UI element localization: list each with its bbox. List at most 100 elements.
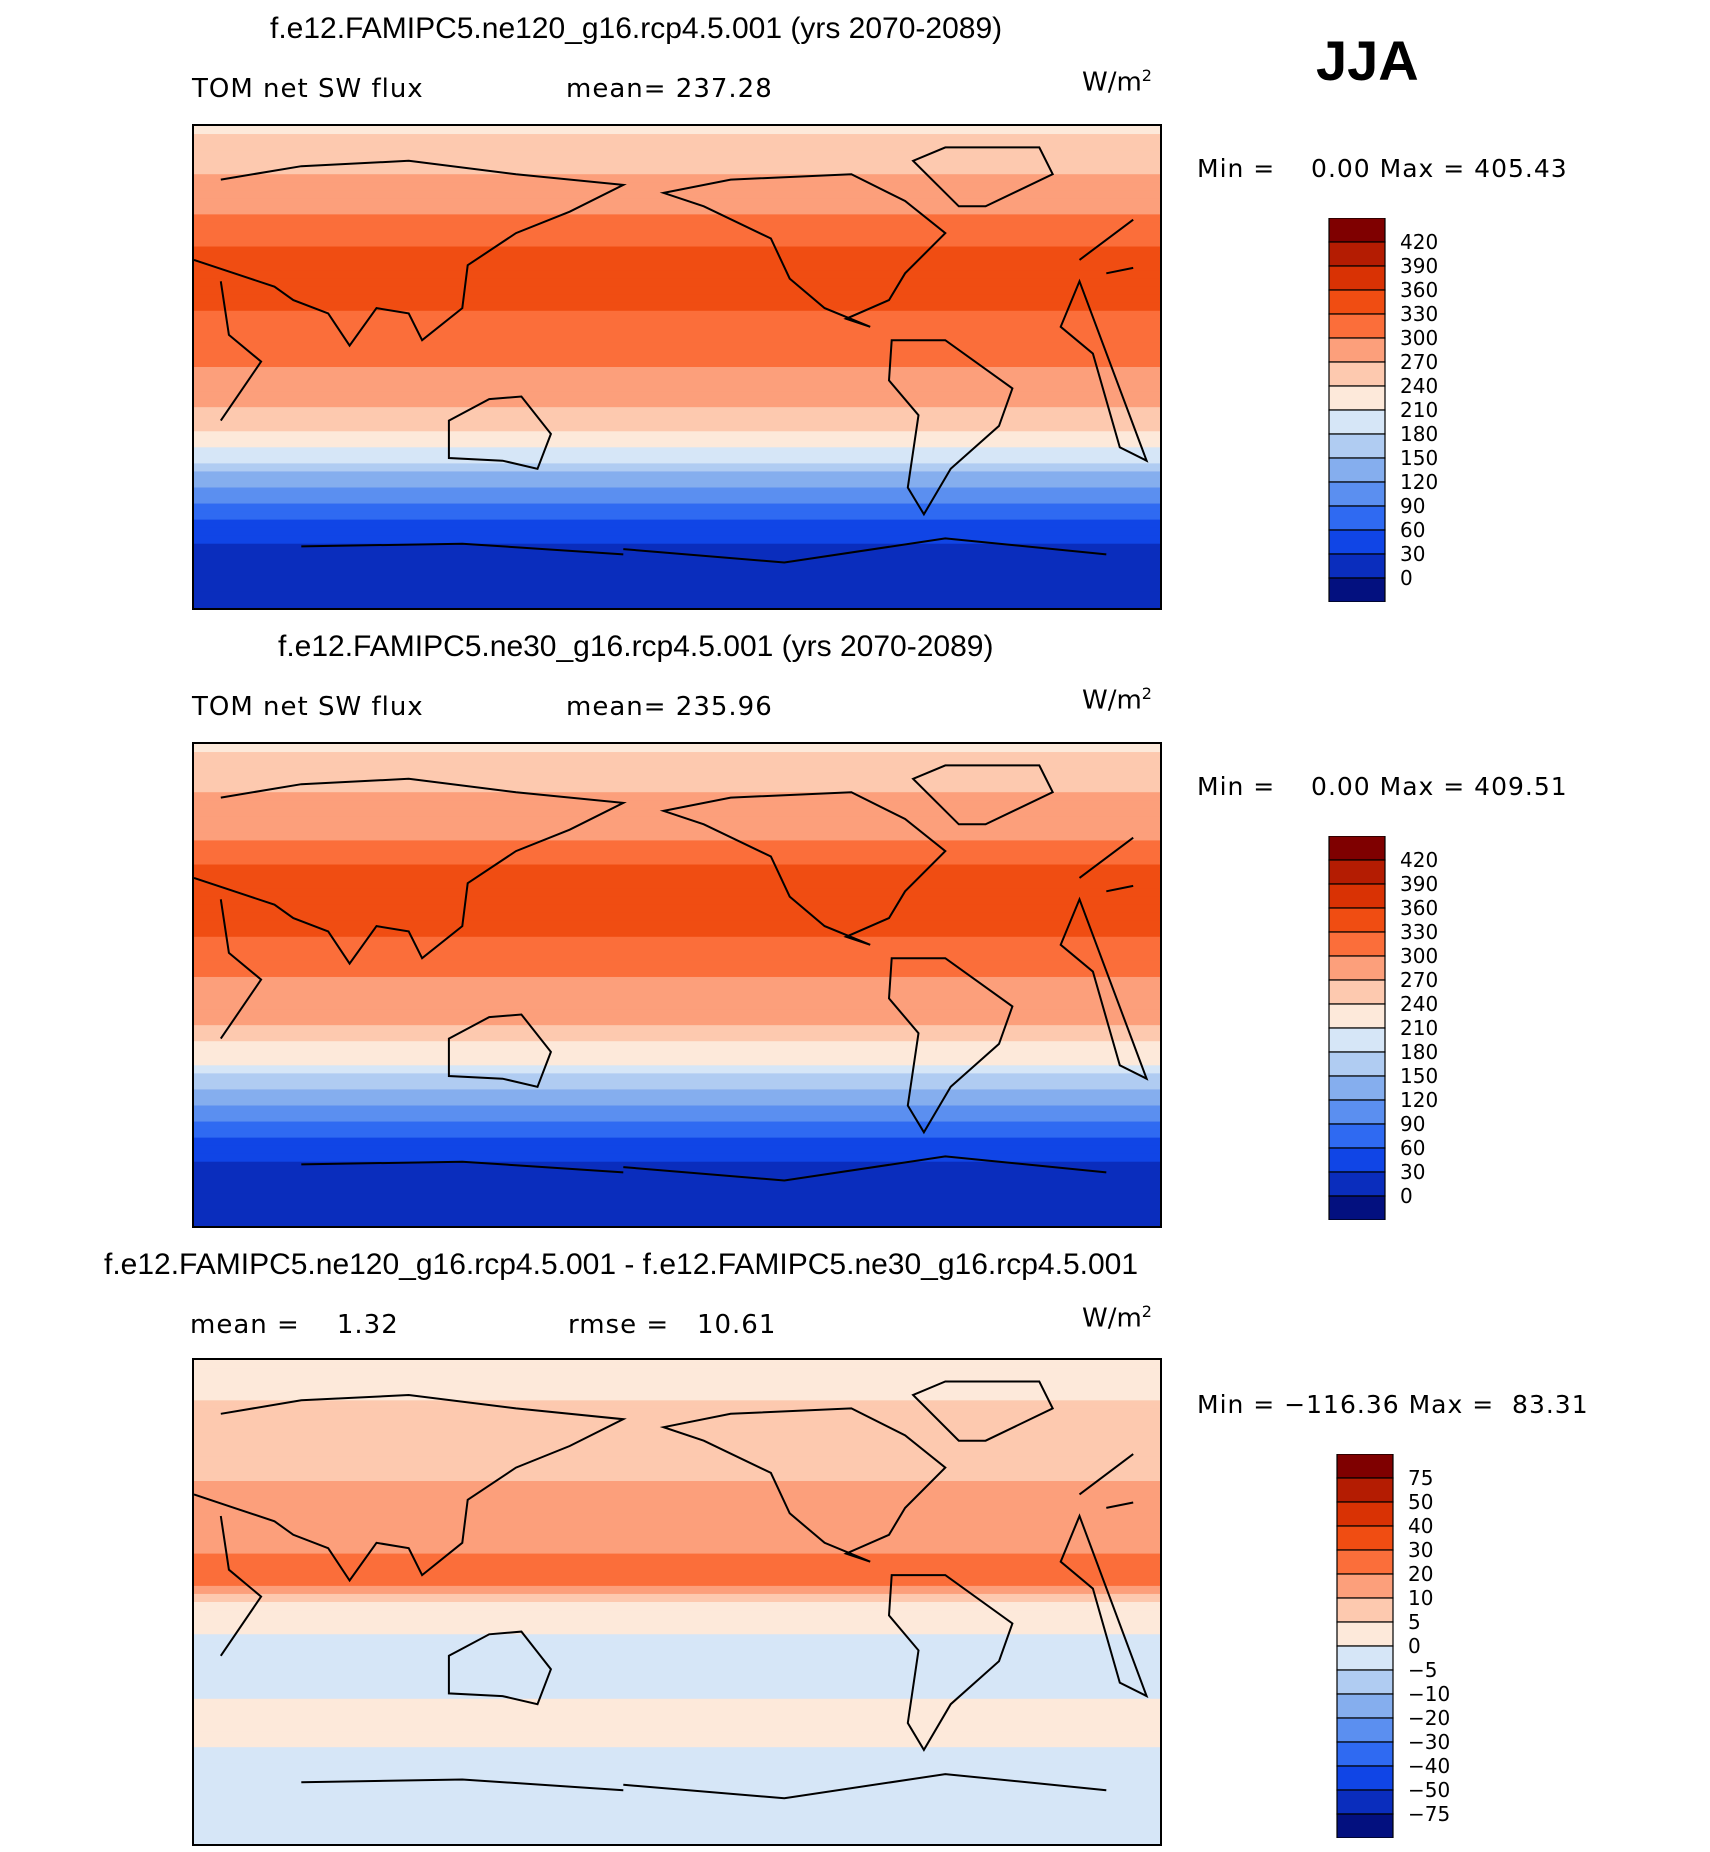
continent-outline [219,1501,1149,1699]
zonal-band [194,318,1160,328]
zonal-band [194,1464,1160,1474]
zonal-band [194,1610,1160,1620]
zonal-band [194,415,1160,425]
zonal-band [194,1392,1160,1402]
zonal-band [194,1065,1160,1075]
colorbar-swatch [1336,1717,1394,1743]
zonal-band [194,856,1160,866]
zonal-band [194,447,1160,457]
zonal-band [194,1626,1160,1636]
zonal-band [194,776,1160,786]
zonal-band [194,350,1160,360]
zonal-band [194,1642,1160,1652]
zonal-band [194,792,1160,802]
colorbar-swatch [1336,1765,1394,1791]
zonal-band [194,1025,1160,1035]
zonal-band [194,399,1160,409]
zonal-band [194,752,1160,762]
zonal-band [194,1593,1160,1603]
zonal-band [194,182,1160,192]
zonal-band [194,960,1160,970]
zonal-band [194,985,1160,995]
colorbar-tick-label: −5 [1408,1658,1437,1682]
zonal-band [194,1497,1160,1507]
zonal-band [194,551,1160,561]
zonal-band [194,1771,1160,1781]
zonal-band [194,375,1160,385]
zonal-band [194,864,1160,874]
colorbar-tick-label: 150 [1400,1064,1438,1088]
zonal-band [194,896,1160,906]
zonal-band [194,1553,1160,1563]
colorbar-tick-label: 390 [1400,872,1438,896]
colorbar-tick-label: 40 [1408,1514,1433,1538]
zonal-band [194,1481,1160,1491]
zonal-band [194,174,1160,184]
zonal-band [194,246,1160,256]
continent-outline [219,884,1149,1081]
zonal-band [194,768,1160,778]
colorbar-swatch [1336,1813,1394,1838]
colorbar-swatch [1336,1573,1394,1599]
zonal-band [194,872,1160,882]
zonal-band [194,1368,1160,1378]
zonal-band [194,1153,1160,1163]
zonal-band [194,1682,1160,1692]
zonal-band [194,391,1160,401]
colorbar-tick-label: 90 [1400,1112,1425,1136]
colorbar-swatch [1328,241,1386,267]
colorbar-tick-label: 5 [1408,1610,1421,1634]
colorbar-swatch [1328,481,1386,507]
zonal-band [194,1561,1160,1571]
colorbar-tick-label: 30 [1400,1160,1425,1184]
zonal-band [194,1739,1160,1749]
zonal-band [194,1690,1160,1700]
zonal-band [194,800,1160,810]
colorbar-tick-label: 30 [1400,542,1425,566]
colorbar-swatch [1328,1195,1386,1220]
zonal-band [194,278,1160,288]
continent-outline [447,395,553,470]
colorbar-swatch [1328,979,1386,1005]
colorbar-swatch [1328,859,1386,885]
colorbar-tick-label: 50 [1408,1490,1433,1514]
zonal-band [194,591,1160,601]
continent-outline [447,1630,553,1706]
zonal-band [194,1217,1160,1226]
panel-1-title: f.e12.FAMIPC5.ne120_g16.rcp4.5.001 (yrs … [270,12,1003,45]
zonal-band [194,912,1160,922]
zonal-band [194,1545,1160,1555]
colorbar-swatch [1328,433,1386,459]
zonal-band [194,1706,1160,1716]
panel-2-units: W/m2 [1082,684,1152,716]
colorbar-swatch [1328,289,1386,315]
zonal-band [194,134,1160,144]
zonal-band [194,262,1160,272]
zonal-band [194,1009,1160,1019]
colorbar-swatch [1328,361,1386,387]
zonal-band [194,928,1160,938]
zonal-band [194,1121,1160,1131]
continent-outline [887,1574,1014,1752]
zonal-band [194,1049,1160,1059]
colorbar-swatch [1328,1171,1386,1197]
zonal-band [194,463,1160,473]
zonal-band [194,358,1160,368]
zonal-band [194,1795,1160,1805]
panel-2-colorbar: 420 390 360 330 300 270 240 210 180 150 120 90 60 30 0 [1328,836,1488,1220]
continent-outline [659,173,947,328]
zonal-band [194,976,1160,986]
zonal-band [194,744,1160,754]
zonal-band [194,1105,1160,1115]
zonal-band [194,1169,1160,1179]
colorbar-swatch [1328,505,1386,531]
zonal-band [194,808,1160,818]
zonal-band [194,222,1160,232]
colorbar-tick-label: 330 [1400,302,1438,326]
colorbar-tick-label: 75 [1408,1466,1433,1490]
colorbar-tick-label: 420 [1400,848,1438,872]
zonal-band [194,1602,1160,1612]
zonal-band [194,206,1160,216]
zonal-band [194,423,1160,433]
panel-1-map [192,124,1162,610]
